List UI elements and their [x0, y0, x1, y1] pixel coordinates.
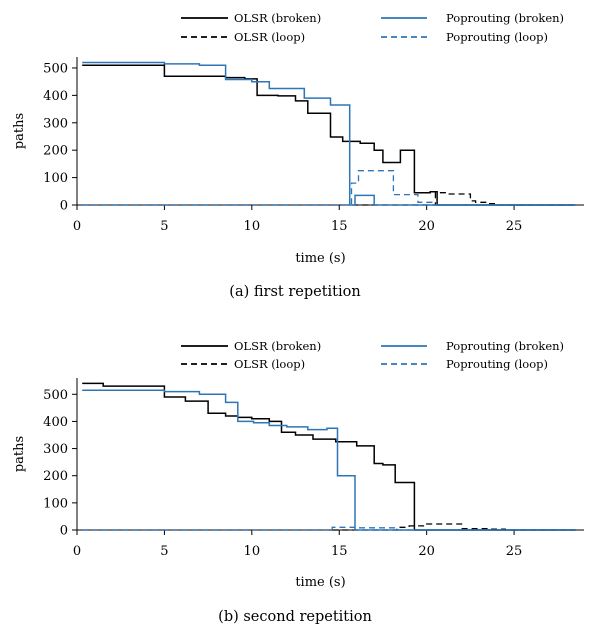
series-line-poprouting-loop [82, 526, 576, 531]
x-tick-label: 0 [73, 219, 81, 234]
x-tick-label: 25 [506, 544, 523, 559]
y-tick-label: 100 [43, 496, 68, 511]
series-line-poprouting-loop [82, 170, 576, 206]
series-line-olsr-loop [82, 192, 576, 206]
y-axis-label: paths [12, 436, 27, 472]
legend-label: OLSR (loop) [234, 357, 305, 371]
x-tick-label: 20 [418, 544, 435, 559]
x-axis-label: time (s) [295, 575, 345, 590]
legend-label: Poprouting (broken) [446, 339, 564, 353]
x-tick-label: 5 [160, 544, 168, 559]
chart-first-repetition: 0 5 10 15 20 25 0 100 200 300 400 500 time (s) paths O… [12, 11, 584, 300]
legend-label: Poprouting (loop) [446, 30, 548, 44]
legend-label: Poprouting (loop) [446, 357, 548, 371]
y-axis-label: paths [12, 113, 27, 149]
legend-label: OLSR (loop) [234, 30, 305, 44]
y-tick-label: 0 [60, 199, 68, 214]
x-tick-label: 5 [160, 219, 168, 234]
y-tick-label: 300 [43, 442, 68, 457]
y-tick-label: 200 [43, 469, 68, 484]
y-tick-label: 400 [43, 415, 68, 430]
y-tick-label: 400 [43, 89, 68, 104]
x-tick-label: 0 [73, 544, 81, 559]
series-line-poprouting-broken [82, 61, 576, 206]
chart-second-repetition: 0 5 10 15 20 25 0 100 200 300 400 500 time (s) paths O… [12, 339, 584, 625]
x-tick-label: 10 [244, 544, 261, 559]
figure-caption: (b) second repetition [218, 609, 372, 625]
legend-label: OLSR (broken) [234, 339, 321, 353]
x-tick-label: 15 [331, 544, 348, 559]
series-line-olsr-broken [82, 382, 576, 531]
x-tick-label: 25 [506, 219, 523, 234]
x-tick-label: 20 [418, 219, 435, 234]
x-tick-label: 10 [244, 219, 261, 234]
y-tick-label: 200 [43, 144, 68, 159]
legend-label: OLSR (broken) [234, 11, 321, 25]
y-tick-label: 0 [60, 524, 68, 539]
y-tick-label: 500 [43, 61, 68, 76]
series-line-olsr-loop [82, 523, 576, 531]
legend-label: Poprouting (broken) [446, 11, 564, 25]
figure-caption: (a) first repetition [229, 284, 360, 300]
y-tick-label: 100 [43, 171, 68, 186]
x-axis-label: time (s) [295, 251, 345, 266]
series-line-poprouting-broken [82, 389, 576, 531]
y-tick-label: 300 [43, 116, 68, 131]
y-tick-label: 500 [43, 388, 68, 403]
series-line-olsr-broken [82, 64, 576, 206]
x-tick-label: 15 [331, 219, 348, 234]
